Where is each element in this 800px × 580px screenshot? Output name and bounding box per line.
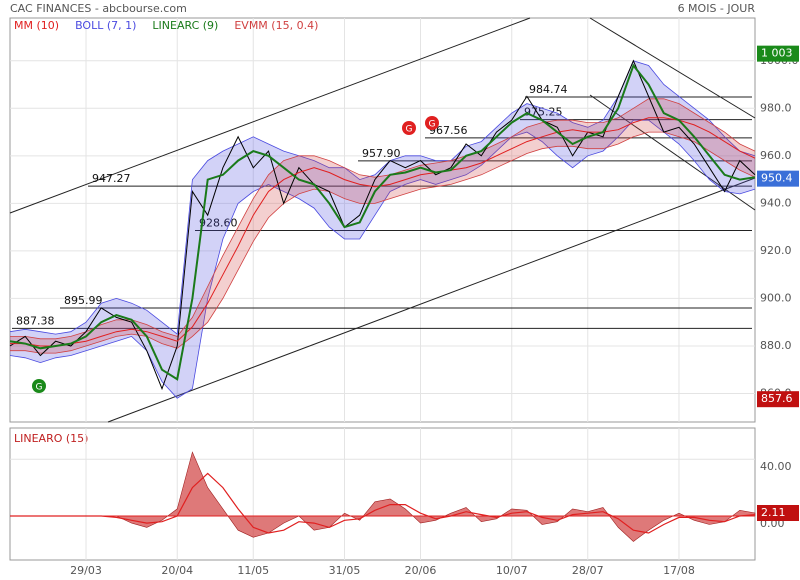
signal-label: G	[429, 120, 436, 130]
price-box	[757, 505, 799, 522]
chart-title: CAC FINANCES - abcbourse.com	[10, 2, 187, 15]
y-tick-label: 960.0	[760, 149, 792, 162]
indicator-line	[10, 117, 756, 347]
band-upper	[10, 98, 756, 340]
price-label: 1 003	[761, 47, 793, 60]
level-label: 984.74	[529, 83, 568, 96]
x-tick-label: 17/08	[663, 564, 695, 577]
level-label: 895.99	[64, 294, 103, 307]
signal-marker	[425, 116, 439, 130]
band	[10, 60, 755, 399]
band-lower	[9, 119, 756, 399]
signal-marker	[32, 379, 46, 393]
level-label: 887.38	[16, 314, 55, 327]
price-box	[757, 391, 799, 408]
legend-entry: EVMM (15, 0.4)	[234, 19, 318, 32]
level-label: 928.60	[199, 216, 238, 229]
trend-line	[9, 17, 531, 214]
main-panel	[9, 17, 756, 423]
x-tick-label: 20/04	[161, 564, 193, 577]
level-label: 967.56	[429, 124, 468, 137]
indicator-line	[9, 63, 756, 381]
y-tick-label: 980.0	[760, 101, 792, 114]
price-label: 2.11	[761, 506, 786, 519]
y-tick-label: 900.0	[760, 291, 792, 304]
price-label: 857.6	[761, 392, 793, 405]
y-tick-label: 880.0	[760, 339, 792, 352]
signal-marker	[402, 121, 416, 135]
x-tick-label: 28/07	[572, 564, 604, 577]
sub-panel	[9, 427, 756, 561]
legend-entry: BOLL (7, 1)	[75, 19, 136, 32]
signal-label: G	[406, 125, 413, 135]
price-box	[757, 170, 799, 187]
chart-subtitle: 6 MOIS - JOUR	[678, 2, 756, 15]
x-tick-label: 29/03	[70, 564, 102, 577]
band	[10, 98, 755, 354]
trend-line	[589, 94, 756, 211]
sub-title: LINEARO (15)	[14, 432, 88, 445]
oscillator-area	[10, 451, 756, 542]
trend-line	[107, 177, 756, 423]
x-tick-label: 10/07	[496, 564, 528, 577]
x-tick-label: 20/06	[405, 564, 437, 577]
band-lower	[10, 131, 756, 354]
level-label: 957.90	[362, 147, 401, 160]
level-label: 947.27	[92, 172, 131, 185]
signal-line	[10, 472, 756, 534]
y-tick-label: 40.00	[760, 460, 792, 473]
y-tick-label: 940.0	[760, 196, 792, 209]
legend-entry: MM (10)	[14, 19, 59, 32]
y-tick-label: 920.0	[760, 244, 792, 257]
signal-label: G	[36, 383, 43, 393]
price-box	[757, 45, 799, 62]
trend-line	[589, 17, 756, 119]
x-tick-label: 11/05	[237, 564, 269, 577]
price-label: 950.4	[761, 172, 793, 185]
x-tick-label: 31/05	[329, 564, 361, 577]
legend-entry: LINEARC (9)	[152, 19, 218, 32]
close-line	[9, 59, 756, 391]
